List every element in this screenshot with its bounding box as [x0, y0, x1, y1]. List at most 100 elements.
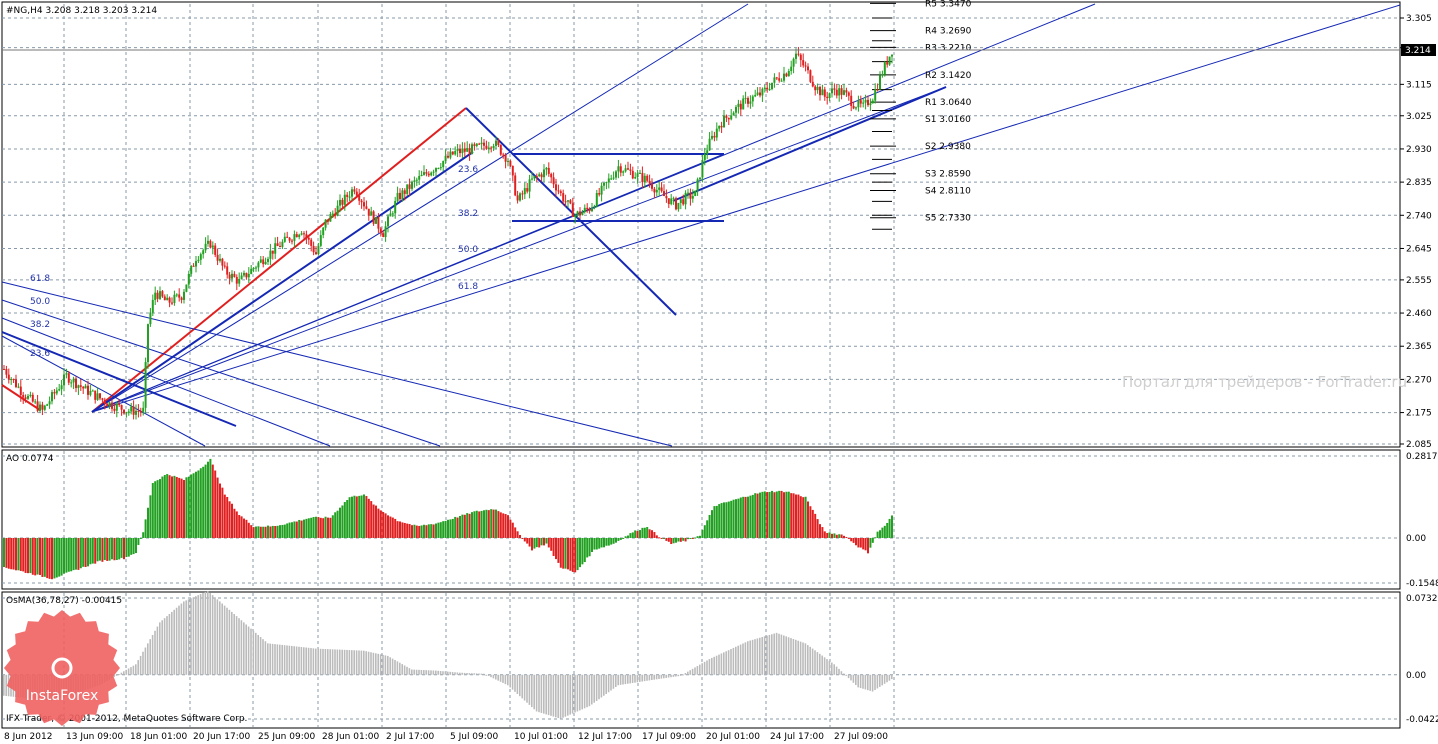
candle-body: [533, 175, 536, 179]
ao-tick-label: 0.2817: [1406, 452, 1438, 462]
candle-body: [485, 145, 488, 149]
price-tick-label: 2.365: [1406, 342, 1432, 352]
ao-bar: [792, 493, 795, 538]
candle-body: [168, 297, 171, 303]
candle-body: [864, 99, 867, 103]
osma-bar: [199, 594, 202, 675]
ao-panel[interactable]: [1, 449, 1401, 590]
ao-bar: [307, 518, 310, 538]
candle-body: [663, 191, 665, 196]
trend-line[interactable]: [91, 153, 725, 413]
candle-body: [564, 201, 567, 203]
osma-bar: [742, 643, 744, 675]
ao-bar: [859, 537, 862, 548]
ao-bar: [641, 527, 644, 538]
ao-bar: [10, 537, 13, 570]
candle-body: [605, 182, 608, 184]
ao-bar: [161, 476, 164, 538]
osma-bar: [451, 672, 454, 675]
trend-lines[interactable]: [1, 3, 1401, 447]
ao-bar: [87, 537, 89, 567]
osma-bar: [622, 674, 624, 685]
candle-body: [31, 394, 34, 402]
candle-body: [358, 195, 361, 201]
osma-bar: [195, 596, 197, 675]
osma-bar: [401, 664, 403, 675]
osma-bar: [838, 668, 840, 675]
ao-bar: [725, 502, 728, 538]
main-panel[interactable]: [1, 1, 1401, 448]
ao-bar: [202, 466, 205, 538]
candle-body: [807, 66, 809, 71]
trend-line[interactable]: [91, 107, 467, 413]
osma-bar: [605, 674, 607, 694]
osma-bar: [456, 672, 459, 675]
trend-line[interactable]: [465, 107, 677, 316]
trend-line[interactable]: [672, 86, 947, 202]
trend-line[interactable]: [1, 299, 441, 447]
osma-bar: [322, 648, 324, 675]
candle-body: [763, 87, 766, 89]
ao-bar: [773, 492, 776, 538]
candle-body: [72, 378, 75, 383]
copyright: IFX Trader, © 2001-2012, MetaQuotes Soft…: [6, 714, 247, 724]
candle-body: [629, 169, 632, 171]
ao-bar: [732, 499, 735, 538]
ao-bar: [84, 537, 87, 568]
osma-bar: [130, 667, 132, 675]
candle-body: [833, 88, 836, 90]
osma-bar: [713, 656, 715, 675]
trend-line[interactable]: [1, 335, 206, 447]
time-label: 8 Jun 2012: [4, 732, 52, 742]
ao-bar: [471, 512, 473, 538]
ao-bar: [156, 480, 159, 538]
ao-bar: [811, 509, 814, 538]
ao-header: AO 0.0774: [6, 454, 54, 464]
osma-bar: [528, 674, 531, 705]
osma-bar: [411, 669, 413, 675]
osma-bar: [173, 609, 175, 675]
ao-bar: [365, 496, 368, 538]
osma-panel[interactable]: [1, 591, 1401, 729]
candle-body: [552, 177, 555, 185]
ao-bar: [847, 537, 850, 539]
osma-tick-label: -0.04221: [1406, 715, 1438, 725]
osma-bar: [787, 637, 790, 675]
ao-bar: [701, 529, 704, 538]
trend-line[interactable]: [1, 317, 331, 447]
trend-line[interactable]: [1, 281, 673, 447]
candle-body: [514, 175, 517, 196]
ao-bar: [351, 496, 353, 538]
osma-bar: [459, 672, 461, 675]
osma-bar: [221, 603, 223, 675]
ao-bar: [27, 537, 29, 574]
osma-bar: [454, 672, 456, 675]
osma-bar: [761, 637, 763, 675]
candle-body: [250, 268, 253, 274]
osma-bar: [840, 671, 843, 675]
ao-bar: [127, 537, 130, 557]
ao-bar: [492, 509, 495, 538]
candle-body: [46, 404, 49, 406]
candle-body: [82, 386, 85, 389]
trend-line[interactable]: [91, 3, 749, 413]
trend-line[interactable]: [1, 331, 237, 427]
candle-body: [67, 373, 70, 383]
ao-bar: [564, 537, 567, 569]
osma-bar: [648, 674, 651, 681]
ao-bar: [591, 537, 593, 552]
candle-body: [329, 214, 332, 222]
trend-line[interactable]: [91, 86, 947, 413]
ao-bar: [123, 537, 125, 560]
candle-body: [341, 199, 344, 205]
ao-bar: [29, 537, 32, 574]
ao-bar: [720, 503, 723, 538]
candle-body: [312, 245, 315, 253]
candle-body: [99, 393, 101, 399]
candle-body: [367, 208, 370, 216]
candle-body: [720, 125, 723, 128]
pivot-label: R1 3.0640: [925, 98, 972, 108]
trend-line[interactable]: [91, 4, 1401, 413]
candle-body: [619, 166, 622, 173]
